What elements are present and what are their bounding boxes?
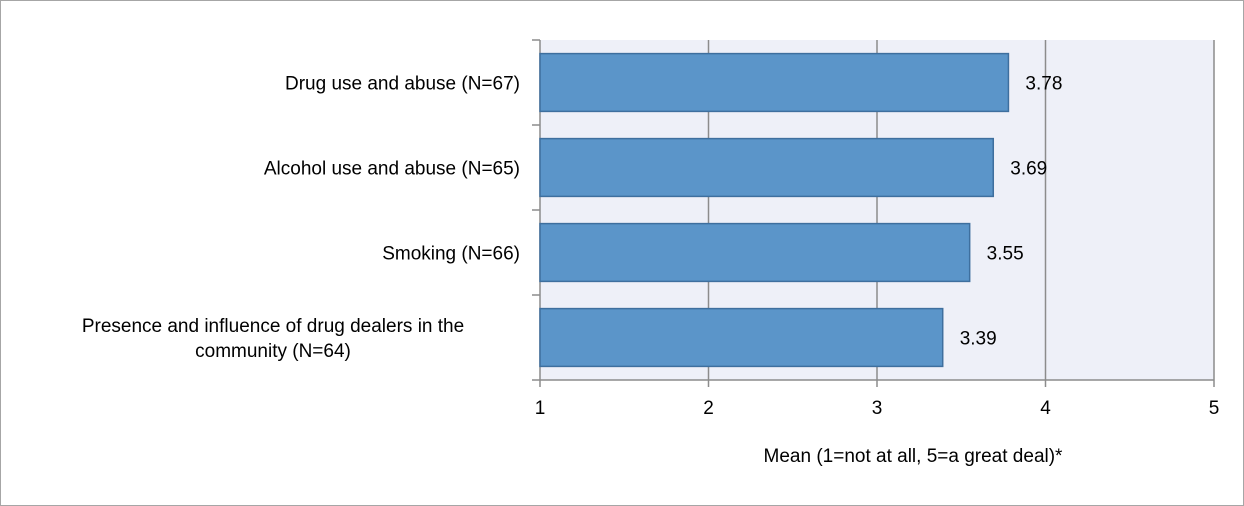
x-tick-label: 2 (703, 398, 714, 419)
x-axis-title: Mean (1=not at all, 5=a great deal)* (764, 446, 1064, 467)
data-label: 3.39 (960, 329, 997, 350)
bar (539, 137, 995, 198)
category-label: Presence and influence of drug dealers i… (82, 316, 464, 362)
bar (539, 222, 971, 283)
x-tick-label: 1 (535, 398, 546, 419)
category-label: Smoking (N=66) (382, 244, 520, 265)
labels: 1 2 3 4 5 3.78 Drug use and abuse (N=67) 3.69 Al… (82, 74, 1219, 420)
x-tick-label: 4 (1040, 398, 1051, 419)
x-tick-label: 3 (872, 398, 883, 419)
category-label: Alcohol use and abuse (N=65) (264, 159, 520, 180)
bar (539, 307, 944, 368)
category-label: Drug use and abuse (N=67) (285, 74, 520, 95)
data-label: 3.69 (1010, 159, 1047, 180)
x-tick-label: 5 (1209, 398, 1220, 419)
bar (539, 52, 1010, 113)
data-label: 3.55 (987, 244, 1024, 265)
data-label: 3.78 (1025, 74, 1062, 95)
bars (539, 52, 1010, 368)
